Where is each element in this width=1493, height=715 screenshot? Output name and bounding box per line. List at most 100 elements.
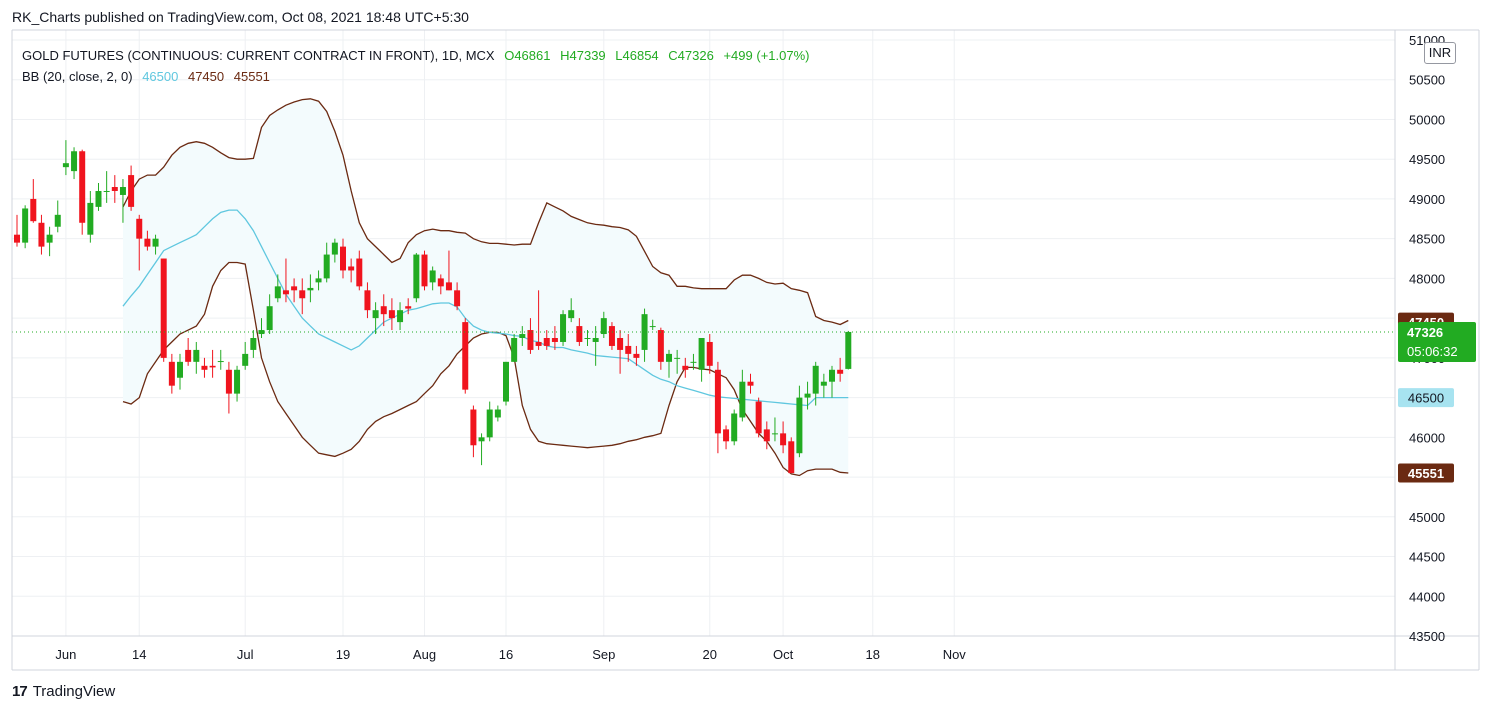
candle-body	[429, 270, 436, 283]
candle	[217, 349, 224, 370]
candle-body	[62, 163, 69, 168]
x-tick-label: 18	[866, 647, 880, 662]
candle-body	[364, 290, 371, 311]
candle	[503, 361, 509, 406]
candle	[649, 319, 656, 331]
candle	[144, 230, 151, 251]
candle-body	[185, 349, 192, 362]
x-tick-label: 14	[132, 647, 146, 662]
candle-body	[405, 306, 412, 309]
y-tick-label: 43500	[1409, 629, 1445, 644]
candle	[511, 334, 518, 362]
ohlc-low: L46854	[615, 48, 659, 63]
candle	[788, 437, 795, 474]
x-tick-label: 19	[336, 647, 350, 662]
candle-body	[372, 310, 379, 319]
candle-body	[356, 258, 363, 287]
x-tick-label: Sep	[592, 647, 615, 662]
x-tick-label: Jun	[55, 647, 76, 662]
bb-middle-line	[122, 209, 849, 407]
candle-body	[829, 369, 835, 382]
candle	[128, 165, 135, 211]
candle-body	[690, 361, 697, 363]
x-tick-label: Aug	[413, 647, 436, 662]
candle	[258, 318, 265, 338]
candle-body	[625, 345, 632, 354]
candle	[71, 147, 78, 180]
candle-body	[217, 361, 224, 363]
candle-body	[486, 409, 493, 438]
symbol-title[interactable]: GOLD FUTURES (CONTINUOUS: CURRENT CONTRA…	[22, 48, 495, 63]
x-tick-label: 20	[703, 647, 717, 662]
candle	[397, 302, 404, 331]
candle-body	[820, 381, 827, 386]
candle-body	[454, 290, 461, 307]
publisher-header: RK_Charts published on TradingView.com, …	[12, 9, 469, 25]
candle	[242, 341, 249, 370]
candle-body	[568, 310, 575, 319]
candle-body	[666, 353, 672, 362]
candle-body	[266, 306, 273, 331]
candle-body	[633, 353, 640, 358]
candle-body	[535, 341, 542, 346]
candle	[462, 318, 469, 394]
time-axis: Jun 14 Jul 19 Aug 16 Sep 20 Oct 18 Nov	[55, 647, 966, 662]
candle	[535, 290, 542, 350]
bar-countdown: 05:06:32	[1407, 344, 1458, 359]
bb-indicator-label[interactable]: BB (20, close, 2, 0)	[22, 69, 133, 84]
bb-lower-badge: 45551	[1398, 463, 1454, 483]
candle	[87, 190, 94, 243]
candle	[771, 417, 778, 442]
candle-body	[79, 151, 86, 223]
candle	[315, 270, 322, 291]
candle-body	[560, 314, 567, 342]
candle	[608, 322, 615, 350]
candle	[820, 373, 827, 398]
candle-body	[592, 338, 599, 342]
bb-middle-value: 46500	[142, 69, 179, 84]
candle	[845, 330, 852, 370]
candle	[14, 214, 20, 247]
candle-body	[30, 198, 37, 222]
candle	[30, 179, 37, 223]
candle	[543, 330, 550, 350]
candle-body	[470, 409, 477, 446]
candle	[388, 298, 395, 331]
candle	[225, 361, 232, 414]
candle	[804, 381, 811, 410]
candle	[796, 385, 803, 458]
candle-body	[136, 218, 143, 239]
candle-body	[323, 254, 330, 279]
candle-body	[291, 286, 298, 291]
svg-text:46500: 46500	[1408, 391, 1444, 406]
candle	[119, 179, 126, 223]
candle	[136, 214, 143, 271]
candle-body	[209, 365, 216, 368]
candle	[706, 334, 713, 374]
candle-body	[788, 441, 795, 474]
footer-brand[interactable]: 17 TradingView	[12, 683, 115, 700]
candle-body	[234, 369, 241, 394]
candle	[54, 200, 61, 233]
symbol-legend-row: GOLD FUTURES (CONTINUOUS: CURRENT CONTRA…	[22, 45, 809, 66]
ohlc-close: C47326	[668, 48, 714, 63]
candle-body	[242, 353, 249, 366]
candle-body	[119, 187, 126, 195]
candle-body	[755, 401, 762, 434]
candle	[829, 365, 835, 398]
candle-body	[674, 357, 681, 359]
y-tick-label: 44000	[1409, 589, 1445, 604]
candle	[470, 405, 477, 458]
candle	[177, 353, 183, 390]
candle-body	[657, 330, 664, 362]
candle-body	[617, 338, 624, 350]
candle-body	[331, 242, 338, 255]
currency-label[interactable]: INR	[1424, 42, 1456, 64]
candle	[307, 274, 314, 303]
candle-body	[193, 349, 200, 362]
candle	[454, 282, 461, 311]
candle-body	[608, 326, 615, 346]
candle	[617, 330, 624, 374]
candle	[519, 326, 526, 346]
